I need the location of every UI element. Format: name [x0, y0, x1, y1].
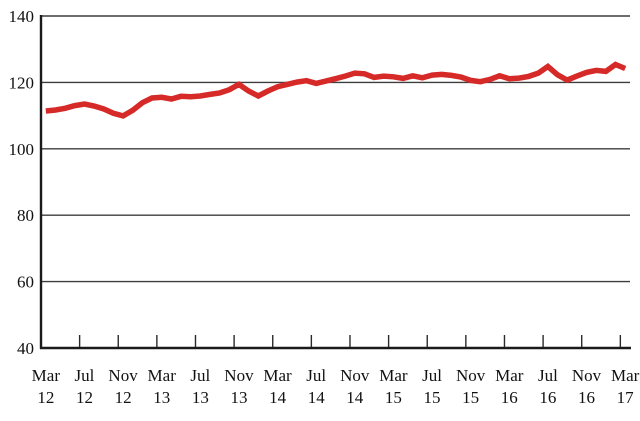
- y-axis-tick-label: 140: [9, 7, 35, 26]
- x-tick-label-month: Jul: [75, 366, 95, 385]
- x-tick-label-year: 16: [578, 388, 595, 407]
- x-tick-label-month: Mar: [611, 366, 640, 385]
- x-tick-label-year: 14: [269, 388, 287, 407]
- y-axis-tick-label: 80: [17, 206, 34, 225]
- x-tick-label-month: Nov: [108, 366, 138, 385]
- x-tick-label-month: Nov: [340, 366, 370, 385]
- x-tick-label-year: 13: [192, 388, 209, 407]
- x-tick-label-month: Mar: [495, 366, 524, 385]
- x-tick-label-year: 14: [346, 388, 364, 407]
- x-tick-label-year: 16: [501, 388, 518, 407]
- y-axis-tick-label: 40: [17, 339, 34, 358]
- x-tick-label-month: Nov: [572, 366, 602, 385]
- x-tick-label-year: 12: [115, 388, 132, 407]
- x-tick-label-month: Nov: [456, 366, 486, 385]
- x-tick-label-month: Mar: [32, 366, 61, 385]
- x-tick-label-year: 12: [37, 388, 54, 407]
- x-tick-label-month: Nov: [224, 366, 254, 385]
- x-tick-label-year: 15: [462, 388, 479, 407]
- x-tick-label-year: 15: [385, 388, 402, 407]
- x-tick-label-year: 16: [539, 388, 556, 407]
- x-tick-label-year: 14: [308, 388, 326, 407]
- data-series-line: [45, 61, 627, 119]
- y-axis-tick-label: 60: [17, 273, 34, 292]
- x-tick-label-year: 15: [424, 388, 441, 407]
- x-tick-label-month: Jul: [190, 366, 210, 385]
- x-tick-label-year: 17: [617, 388, 635, 407]
- x-tick-label-year: 12: [76, 388, 93, 407]
- x-tick-label-month: Mar: [263, 366, 292, 385]
- x-tick-label-month: Mar: [379, 366, 408, 385]
- x-tick-label-month: Jul: [422, 366, 442, 385]
- y-axis-tick-label: 100: [9, 140, 35, 159]
- x-tick-label-year: 13: [230, 388, 247, 407]
- y-axis-tick-label: 120: [9, 73, 35, 92]
- x-tick-label-year: 13: [153, 388, 170, 407]
- x-tick-label-month: Jul: [538, 366, 558, 385]
- x-tick-label-month: Jul: [306, 366, 326, 385]
- x-tick-label-month: Mar: [148, 366, 177, 385]
